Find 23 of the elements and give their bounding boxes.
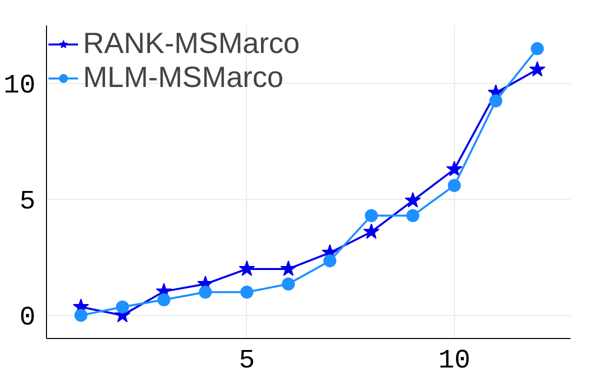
point	[280, 260, 296, 276]
legend-label: MLM-MSMarco	[83, 61, 284, 95]
point	[489, 94, 502, 108]
legend-label: RANK-MSMarco	[83, 27, 300, 61]
point	[529, 61, 546, 77]
point	[364, 209, 378, 222]
point	[448, 178, 461, 192]
y-tick-label: 10	[4, 71, 36, 102]
point	[116, 300, 129, 314]
point	[157, 293, 170, 306]
y-tick-label: 0	[20, 303, 36, 334]
point	[406, 209, 420, 222]
point	[530, 42, 544, 56]
point	[323, 254, 336, 268]
point	[446, 160, 462, 176]
point	[404, 192, 421, 208]
point	[363, 223, 380, 239]
point	[240, 286, 254, 299]
point	[198, 286, 212, 299]
y-tick-label: 5	[20, 187, 36, 218]
point	[282, 278, 295, 291]
point	[74, 308, 88, 322]
point	[238, 260, 255, 276]
